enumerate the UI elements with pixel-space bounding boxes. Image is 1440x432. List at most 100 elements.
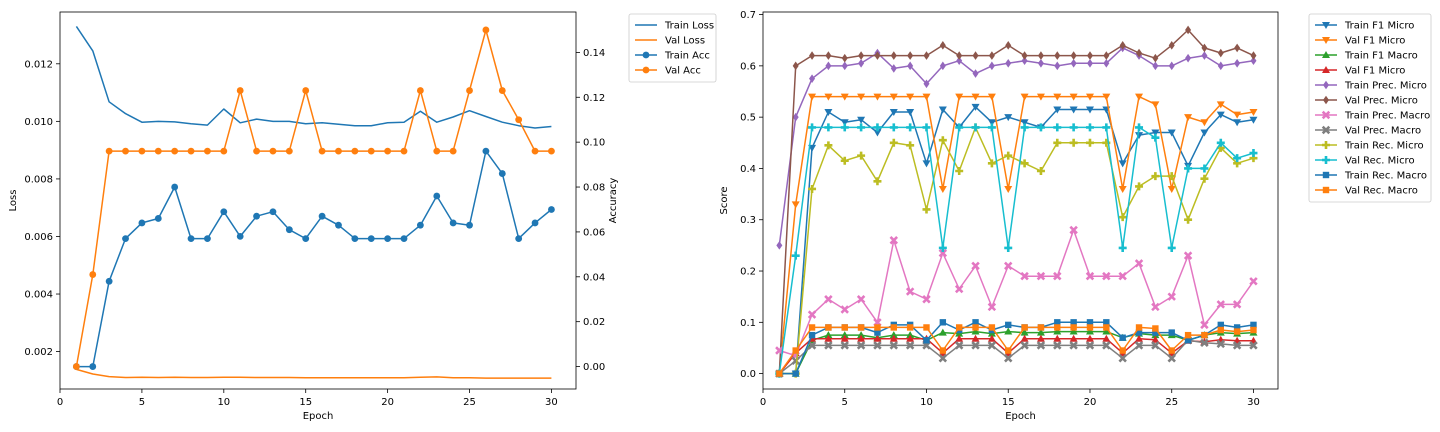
data-point <box>1216 138 1225 147</box>
data-point <box>1103 51 1110 60</box>
data-point <box>318 147 326 155</box>
data-point <box>938 328 947 336</box>
data-point <box>1086 319 1094 326</box>
data-point <box>1184 215 1193 224</box>
data-point <box>874 324 881 331</box>
data-point <box>171 147 179 155</box>
data-point <box>1054 319 1061 326</box>
data-point <box>285 147 293 155</box>
data-point <box>1054 51 1061 60</box>
data-point <box>1167 243 1176 252</box>
data-point <box>1118 185 1127 193</box>
data-point <box>1020 119 1029 127</box>
data-point <box>1054 61 1061 71</box>
data-point <box>1070 58 1077 68</box>
data-point <box>138 219 146 227</box>
legend-marker <box>1322 66 1330 73</box>
data-point <box>807 341 817 350</box>
legend-label: Train Rec. Macro <box>1344 171 1427 182</box>
data-point <box>1184 331 1192 339</box>
data-point <box>154 215 162 222</box>
data-point <box>825 324 832 331</box>
line-train-prec-micro <box>778 47 1254 246</box>
data-point <box>873 177 882 186</box>
data-point <box>857 93 866 101</box>
data-point <box>971 334 980 342</box>
data-point <box>987 159 996 168</box>
data-point <box>1134 259 1144 268</box>
data-point <box>988 61 995 71</box>
data-point <box>1069 334 1078 342</box>
data-point <box>1167 129 1176 137</box>
data-point <box>1085 138 1094 147</box>
data-point <box>938 243 947 252</box>
data-point <box>1020 93 1029 101</box>
data-point <box>367 147 375 155</box>
y-tick-label: 0.004 <box>24 290 53 301</box>
data-point <box>808 93 817 101</box>
data-point <box>889 138 898 147</box>
data-point <box>856 341 866 350</box>
data-point <box>1200 174 1209 183</box>
data-point <box>1151 129 1160 137</box>
data-point <box>482 26 490 34</box>
data-point <box>988 324 996 331</box>
data-point <box>449 147 457 155</box>
data-point <box>1167 292 1176 301</box>
y-tick-label: 0.012 <box>24 59 53 70</box>
legend-label: Val Loss <box>665 36 705 47</box>
data-point <box>1200 164 1209 173</box>
data-point <box>1053 341 1062 350</box>
data-point <box>1020 159 1029 168</box>
data-point <box>433 147 441 155</box>
data-point <box>1217 321 1224 329</box>
legend-label: Val F1 Micro <box>1345 66 1405 77</box>
y2-tick-label: 0.12 <box>583 93 605 104</box>
legend: Train F1 Micro Val F1 Micro Train F1 Macro… <box>1308 13 1432 203</box>
data-point <box>1004 114 1013 122</box>
data-point <box>1118 271 1127 281</box>
line-train-f1-micro <box>779 106 1254 375</box>
data-point <box>857 151 866 160</box>
data-point <box>890 64 897 73</box>
data-point <box>1053 334 1062 342</box>
loss-accuracy-chart: 0 5 10 15 20 25 30 Epoch 0.002 0.004 0.006 0.008 0.0… <box>8 11 717 422</box>
data-point <box>400 235 408 243</box>
data-point <box>1053 93 1062 101</box>
data-point <box>1086 58 1093 68</box>
data-point <box>1200 119 1209 127</box>
data-point <box>954 341 964 350</box>
y-tick-label: 0.7 <box>740 10 756 21</box>
series-val-loss <box>76 368 552 379</box>
data-point <box>856 295 866 304</box>
data-point <box>840 305 849 314</box>
data-point <box>972 51 979 60</box>
data-point <box>1216 101 1225 109</box>
data-point <box>1135 93 1144 101</box>
legend-marker <box>1322 156 1330 164</box>
data-point <box>1037 58 1044 68</box>
data-point <box>1217 48 1224 58</box>
data-point <box>1053 123 1062 132</box>
legend-marker <box>1322 22 1330 29</box>
x-tick-label: 5 <box>139 397 145 408</box>
data-point <box>889 334 898 342</box>
data-point <box>955 324 963 331</box>
data-point <box>1201 43 1208 53</box>
data-point <box>776 241 783 250</box>
data-point <box>1021 324 1028 331</box>
data-point <box>105 277 113 285</box>
legend-marker <box>1323 95 1329 105</box>
data-point <box>1004 185 1013 193</box>
y-tick-label: 0.6 <box>740 61 756 72</box>
data-point <box>384 235 392 243</box>
y-tick-label: 0.010 <box>24 117 53 128</box>
data-point <box>1085 327 1094 335</box>
data-point <box>1151 302 1160 312</box>
data-point <box>236 233 244 240</box>
data-point <box>1250 326 1257 334</box>
data-point <box>1136 48 1143 58</box>
data-point <box>122 147 129 155</box>
data-point <box>971 93 980 101</box>
line-val-loss <box>76 368 552 379</box>
